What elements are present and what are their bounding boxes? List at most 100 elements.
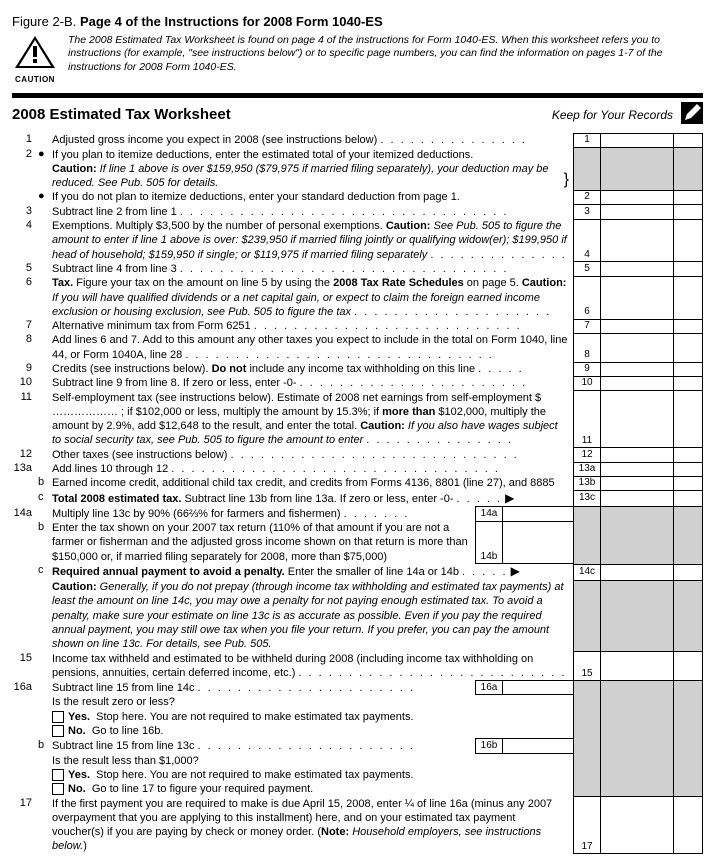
line-text: Subtract line 15 from line 13c <box>52 740 194 752</box>
box-label: 9 <box>574 362 601 376</box>
amount-box[interactable] <box>601 376 674 390</box>
line-text: Subtract line 4 from line 3 <box>52 263 177 275</box>
amount-box[interactable] <box>601 276 674 319</box>
worksheet-header: 2008 Estimated Tax Worksheet Keep for Yo… <box>12 102 703 129</box>
line-num: 3 <box>12 205 38 219</box>
caution-label: CAUTION <box>12 75 58 85</box>
cents-box[interactable] <box>674 652 703 681</box>
amount-box[interactable] <box>601 262 674 276</box>
line-num: 12 <box>12 448 38 462</box>
amount-box[interactable] <box>601 362 674 376</box>
line-caution: If line 1 above is over $159,950 ($79,97… <box>52 163 549 189</box>
box-label: 5 <box>574 262 601 276</box>
box-label: 7 <box>574 319 601 333</box>
caution-block: CAUTION The 2008 Estimated Tax Worksheet… <box>12 34 703 85</box>
amount-box[interactable] <box>601 652 674 681</box>
amount-box[interactable] <box>601 564 674 580</box>
cents-box[interactable] <box>674 564 703 580</box>
line-text: Adjusted gross income you expect in 2008… <box>52 134 377 146</box>
line-num: 16a <box>12 681 38 695</box>
amount-box[interactable] <box>601 462 674 476</box>
box-label: 14c <box>574 564 601 580</box>
amount-box[interactable] <box>503 521 574 564</box>
amount-box[interactable] <box>601 333 674 362</box>
line-caution: Generally, if you do not prepay (through… <box>52 581 564 650</box>
keep-records: Keep for Your Records <box>552 108 673 123</box>
amount-box[interactable] <box>601 205 674 219</box>
box-label: 6 <box>574 276 601 319</box>
box-label: 13c <box>574 491 601 507</box>
box-label: 4 <box>574 219 601 262</box>
box-label: 11 <box>574 391 601 448</box>
cents-box[interactable] <box>674 362 703 376</box>
figure-title: Figure 2-B. Page 4 of the Instructions f… <box>12 14 703 30</box>
cents-box[interactable] <box>674 476 703 490</box>
line-num: 15 <box>12 652 38 681</box>
cents-box[interactable] <box>674 462 703 476</box>
box-label: 3 <box>574 205 601 219</box>
line-text: Credits (see instructions below). Do not… <box>52 363 475 375</box>
worksheet-table: 1 Adjusted gross income you expect in 20… <box>12 133 703 854</box>
line-sub: b <box>38 476 52 490</box>
cents-box[interactable] <box>674 333 703 362</box>
line-text: Required annual payment to avoid a penal… <box>52 566 285 578</box>
line-text: Add lines 10 through 12 <box>52 463 168 475</box>
checkbox-yes[interactable] <box>52 711 64 723</box>
box-label: 16a <box>476 681 503 695</box>
line-text: If you plan to itemize deductions, enter… <box>52 148 574 162</box>
line-text: Is the result zero or less? <box>52 695 574 710</box>
line-sub: c <box>38 564 52 580</box>
worksheet-title: 2008 Estimated Tax Worksheet <box>12 106 552 125</box>
cents-box[interactable] <box>674 219 703 262</box>
cents-box[interactable] <box>674 376 703 390</box>
amount-box[interactable] <box>503 507 574 521</box>
line-num: 5 <box>12 262 38 276</box>
cents-box[interactable] <box>674 319 703 333</box>
amount-box[interactable] <box>601 391 674 448</box>
pencil-icon <box>681 102 703 129</box>
cents-box[interactable] <box>674 491 703 507</box>
box-label: 14a <box>476 507 503 521</box>
line-num: 8 <box>12 333 38 362</box>
amount-box[interactable] <box>503 681 574 695</box>
line-num: 1 <box>12 133 38 147</box>
cents-box[interactable] <box>674 205 703 219</box>
checkbox-no[interactable] <box>52 783 64 795</box>
figure-label: Figure 2-B. <box>12 14 76 29</box>
amount-box[interactable] <box>601 319 674 333</box>
line-num: 11 <box>12 391 38 448</box>
line-num: 10 <box>12 376 38 390</box>
checkbox-no[interactable] <box>52 725 64 737</box>
line-text: If you do not plan to itemize deductions… <box>52 190 574 204</box>
divider-top <box>12 93 703 98</box>
line-num: 14a <box>12 507 38 521</box>
line-num: 6 <box>12 276 38 319</box>
line-text: Subtract line 15 from line 14c <box>52 682 194 694</box>
box-label: 16b <box>476 739 503 753</box>
caution-icon: CAUTION <box>12 34 58 85</box>
line-num: 9 <box>12 362 38 376</box>
figure-title-bold: Page 4 of the Instructions for 2008 Form… <box>80 14 383 29</box>
cents-box[interactable] <box>674 391 703 448</box>
box-label: 12 <box>574 448 601 462</box>
line-sub: b <box>38 521 52 564</box>
cents-box[interactable] <box>674 448 703 462</box>
line-text: Alternative minimum tax from Form 6251 <box>52 320 251 332</box>
line-sub: c <box>38 491 52 507</box>
cents-box[interactable] <box>674 797 703 854</box>
amount-box[interactable] <box>601 219 674 262</box>
cents-box[interactable] <box>674 190 703 204</box>
cents-box[interactable] <box>674 133 703 147</box>
amount-box[interactable] <box>601 448 674 462</box>
amount-box[interactable] <box>503 739 574 753</box>
cents-box[interactable] <box>674 262 703 276</box>
checkbox-yes[interactable] <box>52 769 64 781</box>
amount-box[interactable] <box>601 797 674 854</box>
amount-box[interactable] <box>601 476 674 490</box>
line-text: Is the result less than $1,000? <box>52 753 574 768</box>
amount-box[interactable] <box>601 190 674 204</box>
amount-box[interactable] <box>601 491 674 507</box>
box-label: 14b <box>476 521 503 564</box>
amount-box[interactable] <box>601 133 674 147</box>
cents-box[interactable] <box>674 276 703 319</box>
